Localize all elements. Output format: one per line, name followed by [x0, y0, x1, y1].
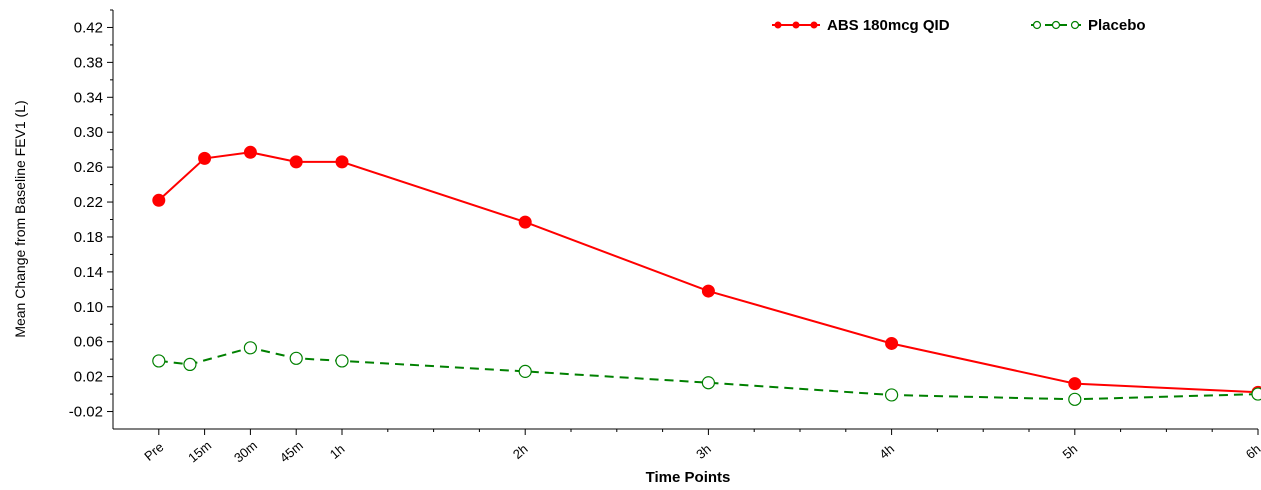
data-point: [335, 155, 349, 169]
data-point: [518, 364, 532, 378]
data-point: [701, 284, 715, 298]
y-tick-label: 0.34: [74, 89, 103, 106]
data-point: [884, 388, 899, 402]
data-point: [152, 193, 166, 207]
legend: ABS 180mcg QID Placebo: [772, 17, 1146, 34]
data-point: [183, 357, 197, 372]
legend-item-placebo: Placebo: [1031, 17, 1146, 34]
x-tick-label: 45m: [277, 438, 306, 466]
legend-marker-abs: [792, 21, 800, 29]
data-point: [518, 215, 532, 229]
y-tick-label: 0.38: [74, 54, 103, 71]
data-point: [289, 155, 303, 169]
y-tick-label: 0.02: [74, 369, 103, 386]
x-tick-label: 30m: [231, 438, 260, 466]
y-tick-label: 0.26: [74, 159, 103, 176]
y-ticks: 0.42 0.38 0.34 0.30 0.26 0.22 0.18 0.14 0.10 0.06…: [69, 9, 113, 421]
data-point: [198, 151, 212, 165]
y-tick-label: 0.22: [74, 194, 103, 211]
data-point: [243, 145, 257, 159]
data-point: [701, 376, 716, 390]
legend-marker-abs: [774, 21, 782, 29]
data-point: [1251, 387, 1261, 401]
y-tick-label: 0.18: [74, 229, 103, 246]
data-point: [152, 354, 166, 368]
legend-item-abs: ABS 180mcg QID: [772, 17, 950, 34]
y-tick-label: -0.02: [69, 404, 103, 421]
axes: [112, 10, 1258, 430]
legend-marker-placebo: [1051, 20, 1061, 30]
data-point: [885, 336, 899, 350]
y-axis-title: Mean Change from Baseline FEV1 (L): [12, 100, 28, 337]
x-tick-label: 6h: [1243, 441, 1261, 462]
y-tick-label: 0.14: [74, 264, 103, 281]
series: [152, 145, 1261, 406]
data-point: [1068, 377, 1082, 391]
y-tick-label: 0.06: [74, 334, 103, 351]
data-point: [335, 354, 349, 368]
series-line: [158, 346, 1259, 401]
x-tick-label: 2h: [510, 441, 531, 462]
legend-marker-placebo: [1070, 20, 1080, 30]
legend-label-placebo: Placebo: [1088, 17, 1146, 34]
y-tick-label: 0.10: [74, 299, 103, 316]
data-point: [1068, 392, 1082, 406]
series-abs: [152, 145, 1261, 399]
y-tick-label: 0.30: [74, 124, 103, 141]
y-tick-label: 0.42: [74, 19, 103, 36]
x-tick-label: 3h: [693, 441, 714, 462]
x-tick-label: 4h: [876, 441, 897, 462]
x-tick-label: 5h: [1060, 441, 1081, 462]
x-tick-label: 15m: [185, 438, 214, 466]
x-axis-title: Time Points: [646, 469, 731, 486]
x-tick-label: 1h: [327, 441, 348, 462]
series-placebo: [152, 341, 1261, 406]
x-tick-label: Pre: [141, 439, 166, 463]
legend-label-abs: ABS 180mcg QID: [827, 17, 950, 34]
legend-marker-abs: [810, 21, 818, 29]
data-point: [243, 341, 257, 355]
data-point: [289, 351, 303, 365]
legend-marker-placebo: [1032, 20, 1042, 30]
series-line: [158, 151, 1259, 394]
x-ticks: Pre 15m 30m 45m 1h 2h 3h 4h 5h 6h: [141, 429, 1261, 465]
